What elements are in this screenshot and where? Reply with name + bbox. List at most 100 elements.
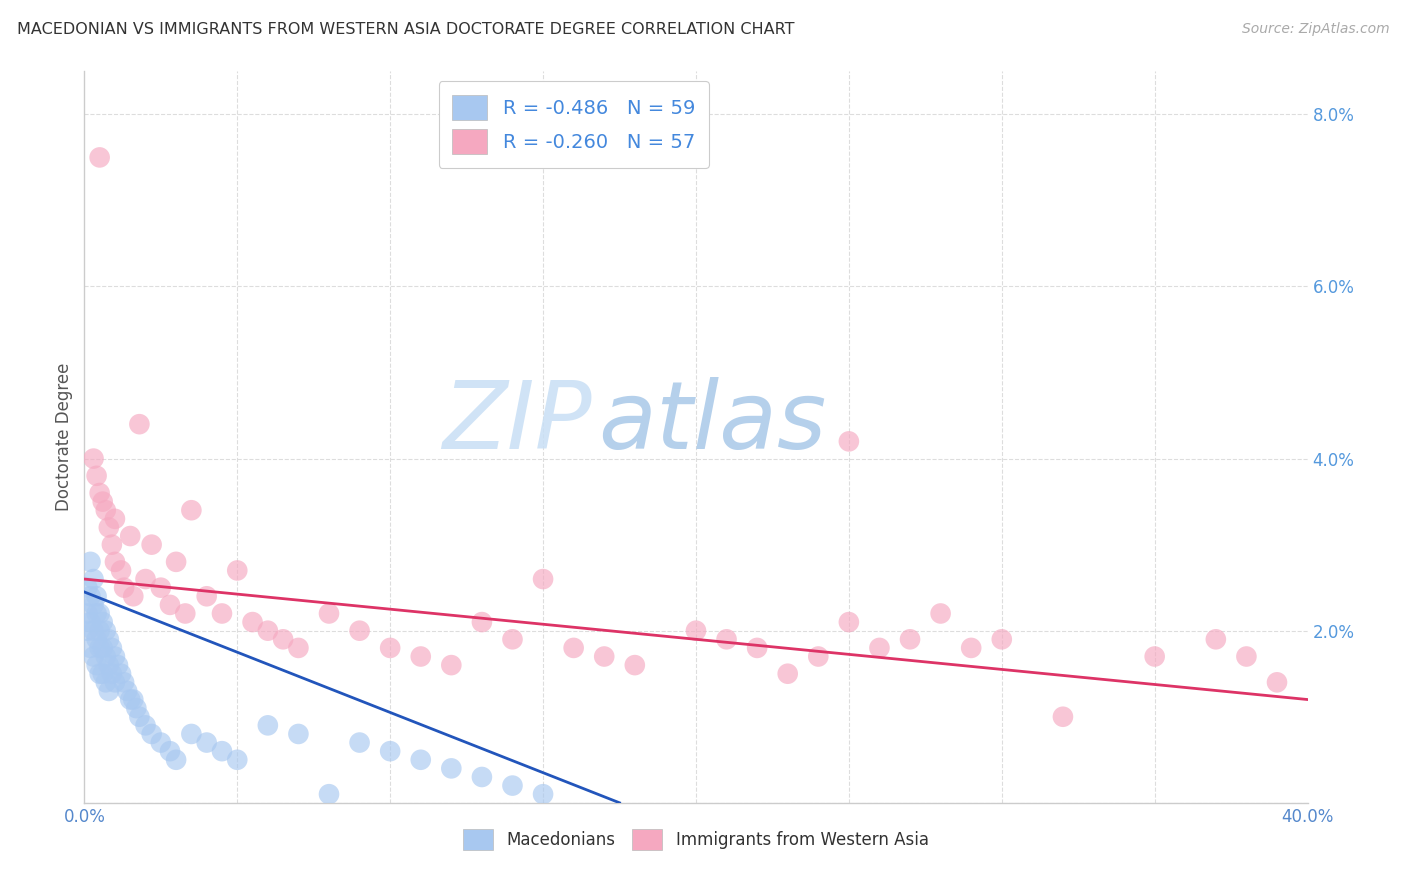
Point [211,744,233,758]
Point [165,753,187,767]
Point [86,632,108,647]
Point [195,589,218,603]
Point [89,624,111,638]
Point [107,658,129,673]
Text: Source: ZipAtlas.com: Source: ZipAtlas.com [1241,22,1389,37]
Point [257,718,280,732]
Point [929,607,952,621]
Point [97,684,120,698]
Point [471,615,494,629]
Point [120,529,142,543]
Point [83,572,105,586]
Point [101,666,124,681]
Point [257,624,280,638]
Point [125,701,148,715]
Point [86,468,108,483]
Point [101,640,124,655]
Point [79,555,101,569]
Point [86,658,108,673]
Point [318,787,340,801]
Point [91,640,114,655]
Point [440,658,463,673]
Point [409,649,432,664]
Point [89,666,111,681]
Point [115,684,138,698]
Point [502,779,524,793]
Point [380,640,402,655]
Point [79,589,101,603]
Point [104,675,127,690]
Text: atlas: atlas [598,377,827,468]
Point [242,615,264,629]
Point [135,718,157,732]
Point [89,640,111,655]
Y-axis label: Doctorate Degree: Doctorate Degree [55,363,73,511]
Point [440,761,463,775]
Point [869,640,891,655]
Point [91,494,114,508]
Point [141,538,163,552]
Point [838,615,860,629]
Point [83,451,105,466]
Point [91,615,114,629]
Point [94,624,117,638]
Point [807,649,830,664]
Point [110,666,132,681]
Point [1236,649,1258,664]
Point [165,555,187,569]
Point [1205,632,1227,647]
Point [112,675,135,690]
Point [226,753,249,767]
Point [94,503,117,517]
Point [112,581,135,595]
Point [97,658,120,673]
Point [776,666,799,681]
Point [1052,710,1074,724]
Point [159,598,181,612]
Point [318,607,340,621]
Point [159,744,181,758]
Point [122,692,145,706]
Point [898,632,921,647]
Point [76,581,98,595]
Point [716,632,738,647]
Point [593,649,616,664]
Text: MACEDONIAN VS IMMIGRANTS FROM WESTERN ASIA DOCTORATE DEGREE CORRELATION CHART: MACEDONIAN VS IMMIGRANTS FROM WESTERN AS… [17,22,794,37]
Point [89,150,111,164]
Point [122,589,145,603]
Point [104,555,127,569]
Point [409,753,432,767]
Point [195,735,218,749]
Point [104,649,127,664]
Point [97,632,120,647]
Point [174,607,197,621]
Point [76,624,98,638]
Point [271,632,294,647]
Point [180,503,202,517]
Point [531,572,554,586]
Point [110,564,132,578]
Point [211,607,233,621]
Point [94,675,117,690]
Point [101,538,124,552]
Point [141,727,163,741]
Point [838,434,860,449]
Point [76,607,98,621]
Point [89,607,111,621]
Point [562,640,585,655]
Point [624,658,647,673]
Point [349,735,371,749]
Point [287,727,309,741]
Point [685,624,707,638]
Point [86,607,108,621]
Point [180,727,202,741]
Point [991,632,1014,647]
Point [149,581,172,595]
Point [287,640,309,655]
Point [120,692,142,706]
Point [89,486,111,500]
Legend: Macedonians, Immigrants from Western Asia: Macedonians, Immigrants from Western Asi… [457,822,935,856]
Point [747,640,769,655]
Point [91,666,114,681]
Point [83,649,105,664]
